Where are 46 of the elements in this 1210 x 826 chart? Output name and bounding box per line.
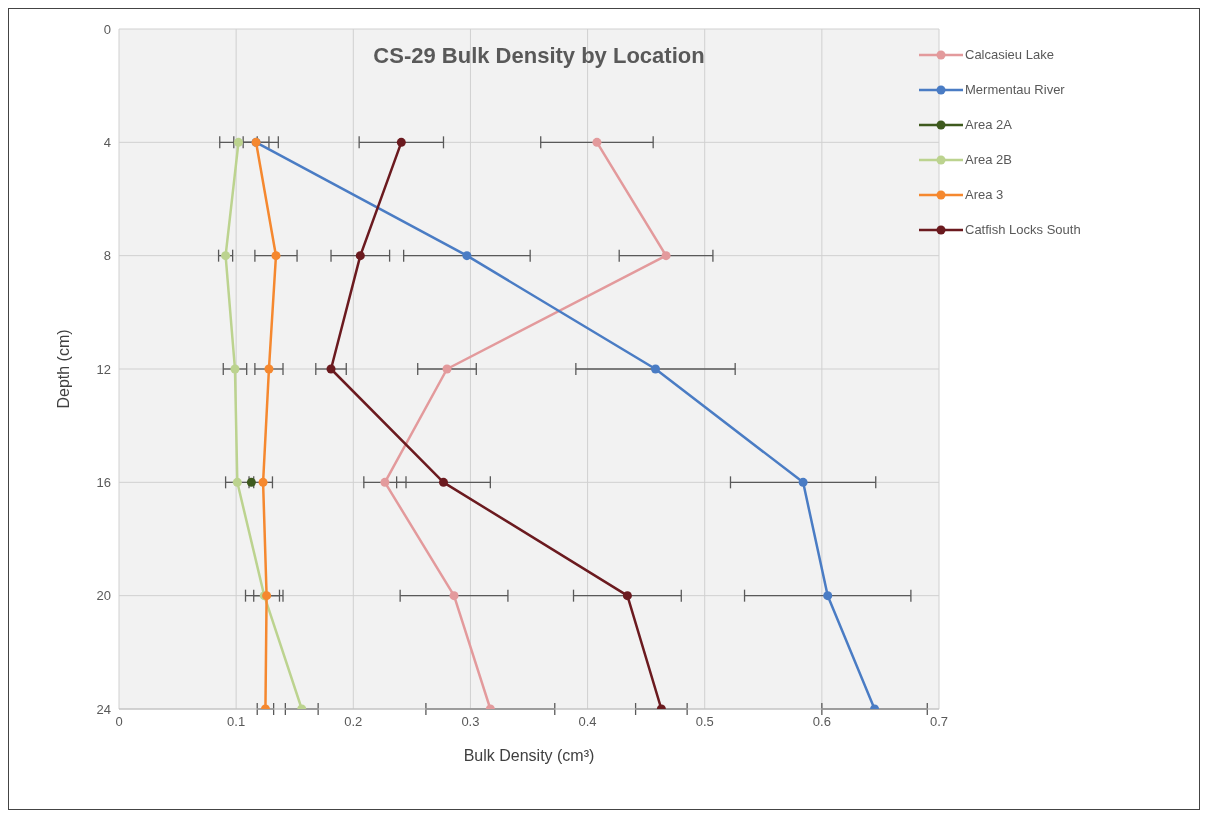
- point: [396, 137, 406, 147]
- y-tick-label: 8: [103, 248, 111, 264]
- point: [232, 477, 242, 487]
- point: [380, 477, 390, 487]
- point: [258, 477, 268, 487]
- point: [221, 251, 231, 261]
- x-tick-label: 0.7: [929, 714, 949, 730]
- y-axis-title: Depth (cm): [54, 329, 72, 409]
- point: [438, 477, 448, 487]
- legend-label: Area 2B: [965, 152, 1012, 167]
- x-tick-label: 0.3: [461, 714, 480, 730]
- legend-label: Area 2A: [965, 117, 1012, 132]
- y-tick-label: 16: [96, 474, 111, 490]
- legend-label: Calcasieu Lake: [965, 47, 1054, 62]
- y-tick-label: 4: [103, 134, 111, 150]
- point: [592, 137, 602, 147]
- point: [462, 251, 472, 261]
- point: [271, 251, 281, 261]
- point: [661, 251, 671, 261]
- x-tick-label: 0.1: [227, 714, 246, 730]
- legend-label: Catfish Locks South: [965, 222, 1081, 237]
- x-tick-label: 0.5: [695, 714, 714, 730]
- x-tick-label: 0: [115, 714, 123, 730]
- legend-label: Mermentau River: [965, 82, 1065, 97]
- legend-label: Area 3: [965, 187, 1004, 202]
- point: [823, 591, 833, 601]
- point: [449, 591, 459, 601]
- point: [326, 364, 336, 374]
- point: [264, 364, 274, 374]
- point: [651, 364, 661, 374]
- x-axis-title: Bulk Density (cm³): [463, 747, 595, 764]
- point: [622, 591, 632, 601]
- point: [355, 251, 365, 261]
- y-tick-label: 24: [96, 701, 111, 717]
- point: [233, 137, 243, 147]
- point: [246, 477, 256, 487]
- x-tick-label: 0.4: [578, 714, 597, 730]
- x-tick-label: 0.6: [812, 714, 831, 730]
- x-tick-label: 0.2: [344, 714, 363, 730]
- text: CS-29 Bulk Density by Location: [372, 43, 706, 69]
- y-tick-label: 0: [103, 21, 111, 37]
- point: [230, 364, 240, 374]
- point: [442, 364, 452, 374]
- y-tick-label: 20: [96, 588, 111, 604]
- point: [798, 477, 808, 487]
- y-tick-label: 12: [96, 361, 111, 377]
